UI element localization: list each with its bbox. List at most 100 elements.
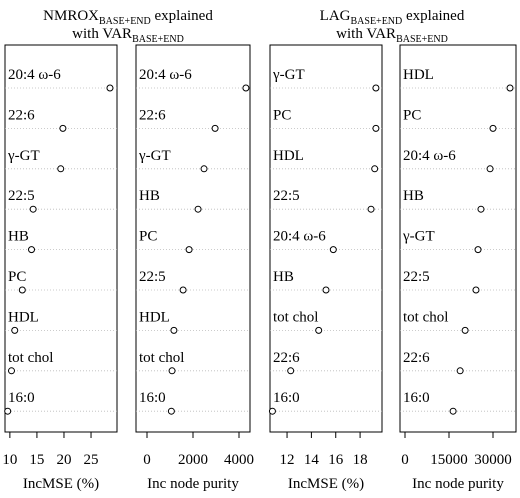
x-tick-label: 18 <box>353 452 368 468</box>
x-tick-label: 14 <box>304 452 320 468</box>
dot <box>367 205 375 213</box>
category-label: PC <box>8 269 26 285</box>
dot <box>59 124 67 132</box>
x-tick-label: 15000 <box>430 452 468 468</box>
title-part: explained <box>402 8 465 24</box>
dot <box>474 246 482 254</box>
x-tick-label: 15 <box>29 452 44 468</box>
category-label: 16:0 <box>273 390 300 406</box>
title-part: with VAR <box>72 26 132 42</box>
x-axis-label: Inc node purity <box>412 476 504 492</box>
category-label: 22:5 <box>139 269 166 285</box>
x-tick-label: 20 <box>56 452 71 468</box>
dot <box>372 124 380 132</box>
dot <box>200 165 208 173</box>
panel-frame <box>399 44 517 433</box>
category-label: 20:4 ω-6 <box>273 229 326 245</box>
category-label: 20:4 ω-6 <box>139 67 192 83</box>
category-label: HDL <box>273 148 304 164</box>
category-label: HDL <box>403 67 434 83</box>
dot <box>322 286 330 294</box>
category-label: tot chol <box>273 309 318 325</box>
dot <box>242 84 250 92</box>
category-label: γ-GT <box>402 229 435 245</box>
category-label: 22:6 <box>403 350 430 366</box>
category-label: 20:4 ω-6 <box>8 67 61 83</box>
dot <box>179 286 187 294</box>
dot <box>472 286 480 294</box>
dot <box>506 84 514 92</box>
dot <box>106 84 114 92</box>
x-axis-label: IncMSE (%) <box>288 476 364 492</box>
dot <box>477 205 485 213</box>
dot <box>11 326 19 334</box>
dot <box>170 326 178 334</box>
dot <box>18 286 26 294</box>
panel-frame <box>269 44 383 433</box>
category-label: tot chol <box>403 309 448 325</box>
panel-group-title: LAGBASE+END explained <box>320 8 465 27</box>
dot <box>168 367 176 375</box>
x-tick-label: 10 <box>2 452 17 468</box>
category-label: PC <box>139 229 157 245</box>
category-label: 22:6 <box>139 107 166 123</box>
category-label: tot chol <box>139 350 184 366</box>
dot <box>211 124 219 132</box>
dot <box>28 246 36 254</box>
dot <box>456 367 464 375</box>
category-label: γ-GT <box>138 148 171 164</box>
dot <box>461 326 469 334</box>
title-subscript: BASE+END <box>132 34 184 45</box>
dot <box>167 407 175 415</box>
x-axis-label: IncMSE (%) <box>23 476 99 492</box>
dot <box>4 407 12 415</box>
x-tick-label: 2000 <box>178 452 208 468</box>
panel-group-title: with VARBASE+END <box>72 26 184 45</box>
title-part: LAG <box>320 8 351 24</box>
dot <box>315 326 323 334</box>
dot <box>449 407 457 415</box>
category-label: tot chol <box>8 350 53 366</box>
dot <box>287 367 295 375</box>
title-part: explained <box>151 8 214 24</box>
panel-group-title: NMROXBASE+END explained <box>43 8 213 27</box>
dot <box>489 124 497 132</box>
category-label: 20:4 ω-6 <box>403 148 456 164</box>
title-subscript: BASE+END <box>351 16 403 27</box>
x-tick-label: 0 <box>143 452 151 468</box>
dot <box>7 367 15 375</box>
category-label: γ-GT <box>272 67 305 83</box>
dot <box>194 205 202 213</box>
dot <box>371 165 379 173</box>
category-label: HB <box>139 188 160 204</box>
x-tick-label: 12 <box>280 452 295 468</box>
x-axis-label: Inc node purity <box>147 476 239 492</box>
category-label: γ-GT <box>7 148 40 164</box>
category-label: 16:0 <box>8 390 35 406</box>
title-subscript: BASE+END <box>99 16 151 27</box>
dot <box>486 165 494 173</box>
category-label: PC <box>403 107 421 123</box>
panel-group-title: with VARBASE+END <box>336 26 448 45</box>
title-subscript: BASE+END <box>396 34 448 45</box>
category-label: 16:0 <box>403 390 430 406</box>
dot <box>268 407 276 415</box>
x-tick-label: 25 <box>84 452 99 468</box>
dot <box>185 246 193 254</box>
category-label: HDL <box>139 309 170 325</box>
x-tick-label: 16 <box>328 452 344 468</box>
category-label: 22:6 <box>273 350 300 366</box>
dot <box>329 246 337 254</box>
panel-frame <box>4 44 118 433</box>
category-label: HB <box>403 188 424 204</box>
category-label: HB <box>8 229 29 245</box>
x-tick-label: 30000 <box>474 452 512 468</box>
category-label: 22:6 <box>8 107 35 123</box>
x-tick-label: 0 <box>401 452 409 468</box>
dot <box>29 205 37 213</box>
category-label: 22:5 <box>403 269 430 285</box>
dot <box>372 84 380 92</box>
dot <box>57 165 65 173</box>
category-label: HB <box>273 269 294 285</box>
